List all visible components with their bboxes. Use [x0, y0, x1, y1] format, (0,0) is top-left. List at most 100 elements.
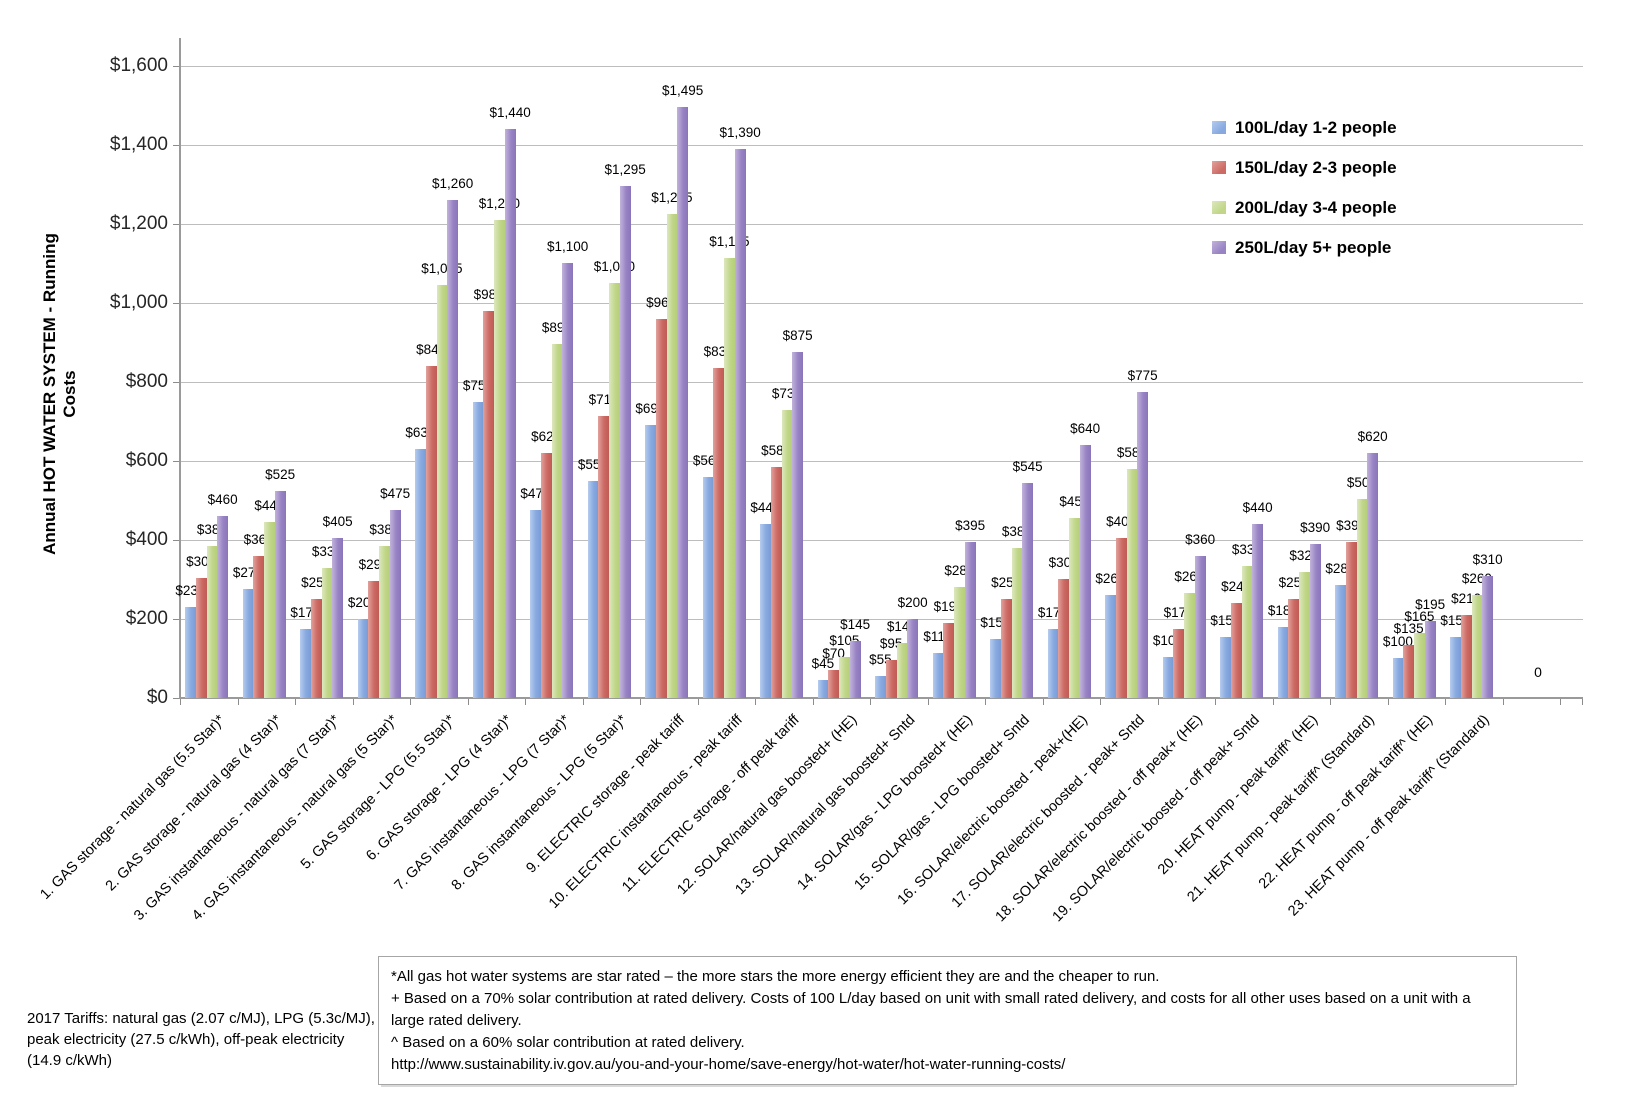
bar	[1115, 538, 1127, 698]
data-label: $1,295	[604, 162, 646, 177]
bar	[436, 285, 448, 698]
bar	[1047, 629, 1059, 698]
legend: 100L/day 1-2 people 150L/day 2-3 people …	[1212, 118, 1397, 257]
x-tick-mark	[812, 699, 814, 705]
bar	[1252, 524, 1263, 698]
bar	[321, 568, 333, 698]
bar	[954, 587, 965, 698]
y-tick-label: $1,000	[109, 292, 168, 313]
bar	[206, 546, 218, 698]
y-tick-label: $200	[125, 608, 168, 629]
bar	[530, 510, 541, 698]
data-label: $1,390	[719, 125, 761, 140]
bar	[1277, 627, 1289, 698]
data-label: $545	[1012, 459, 1043, 474]
series-swatch-icon	[1212, 121, 1226, 134]
data-label: $1,440	[489, 105, 531, 120]
y-tick-mark	[173, 65, 180, 67]
gridline	[180, 302, 1583, 304]
bar	[1450, 637, 1461, 698]
bar	[1230, 603, 1242, 698]
bar	[1356, 499, 1368, 698]
bar	[242, 589, 254, 698]
x-tick-mark	[1330, 699, 1331, 705]
category-label: 23. HEAT pump - off peak tariff^ (Standa…	[1285, 712, 1494, 920]
x-tick-mark	[755, 699, 756, 705]
bar	[310, 599, 322, 698]
data-label: $460	[207, 492, 238, 507]
data-label: $525	[265, 467, 296, 482]
bar	[1126, 469, 1138, 698]
x-tick-mark	[1560, 699, 1561, 705]
x-tick-mark	[870, 699, 871, 705]
bar	[1137, 392, 1148, 698]
bar	[875, 676, 886, 698]
bar	[494, 220, 505, 698]
y-axis-title: Annual HOT WATER SYSTEM - Running Costs	[40, 233, 79, 555]
bar	[1058, 579, 1069, 698]
data-label: $1,495	[661, 83, 704, 98]
bar	[540, 453, 552, 698]
bar	[1392, 658, 1404, 698]
x-tick-mark	[467, 699, 469, 705]
data-label: $145	[840, 617, 871, 632]
x-tick-mark	[1272, 699, 1274, 705]
y-tick-label: $800	[125, 371, 168, 392]
y-axis-line	[179, 38, 181, 698]
bar	[1241, 566, 1253, 698]
y-tick-mark	[173, 539, 180, 541]
bar	[195, 578, 207, 698]
y-tick-mark	[173, 618, 180, 620]
bar	[1403, 645, 1414, 698]
y-tick-mark	[173, 302, 180, 304]
x-tick-mark	[295, 699, 296, 705]
data-label: $165	[1404, 609, 1435, 624]
x-tick-mark	[985, 699, 986, 705]
bar	[1173, 629, 1184, 698]
y-tick-mark	[173, 460, 180, 462]
x-tick-mark	[1042, 699, 1044, 705]
data-label: $200	[897, 595, 928, 610]
bar	[655, 319, 667, 698]
bar	[1367, 453, 1378, 698]
data-label: $475	[380, 486, 411, 501]
x-tick-mark	[1100, 699, 1101, 705]
data-label: $195	[1415, 597, 1446, 612]
bar	[932, 653, 944, 698]
bar	[849, 641, 861, 698]
bar	[609, 283, 620, 698]
bar	[551, 344, 563, 698]
legend-item: 100L/day 1-2 people	[1212, 118, 1397, 137]
bar	[598, 416, 609, 698]
bar	[770, 467, 782, 698]
gridline	[180, 539, 1583, 541]
y-tick-mark	[173, 223, 180, 225]
bar	[666, 214, 678, 698]
bar	[447, 200, 458, 698]
gridline	[180, 381, 1583, 383]
y-tick-mark	[173, 144, 180, 146]
bar	[734, 149, 746, 698]
bar	[1299, 572, 1310, 698]
bar	[781, 410, 793, 698]
data-label: $135	[1393, 621, 1424, 636]
bar	[964, 542, 976, 698]
data-label: $360	[1185, 532, 1216, 547]
bar	[885, 660, 897, 698]
y-tick-label: $1,200	[109, 213, 168, 234]
bar	[1184, 593, 1195, 698]
x-tick-mark	[1445, 699, 1446, 705]
bar	[1460, 615, 1472, 698]
bar	[1162, 657, 1174, 698]
gridline	[180, 65, 1583, 67]
y-tick-label: $600	[125, 450, 168, 471]
x-tick-mark	[1215, 699, 1216, 705]
bar	[1000, 599, 1012, 698]
x-tick-mark	[1157, 699, 1159, 705]
bar	[839, 657, 850, 698]
y-tick-label: $0	[146, 687, 168, 708]
zero-value-label: 0	[1534, 664, 1542, 680]
bar	[1105, 595, 1116, 698]
bar	[1220, 637, 1231, 698]
legend-label: 250L/day 5+ people	[1235, 237, 1392, 257]
